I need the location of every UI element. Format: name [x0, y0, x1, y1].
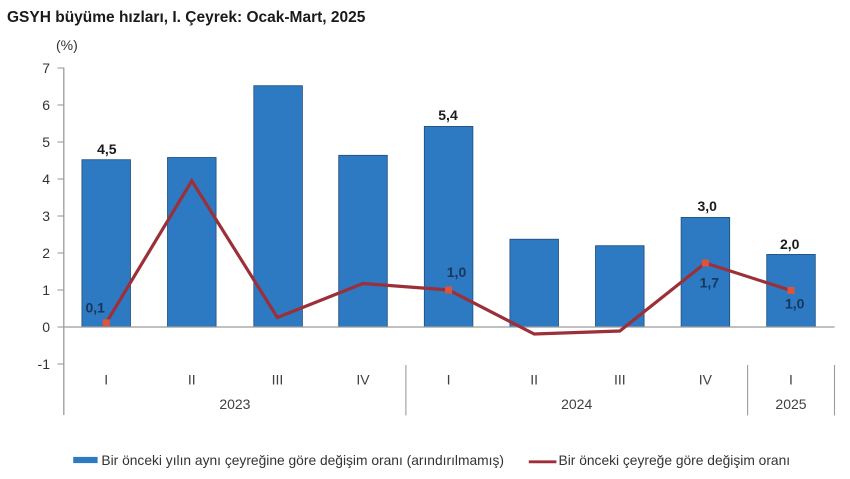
svg-text:2023: 2023 [219, 396, 250, 412]
svg-text:1,0: 1,0 [785, 295, 805, 311]
svg-text:1,7: 1,7 [700, 275, 720, 291]
svg-text:I: I [447, 372, 451, 388]
svg-text:I: I [104, 372, 108, 388]
svg-text:2: 2 [42, 245, 50, 261]
svg-text:1: 1 [42, 282, 50, 298]
svg-text:1,0: 1,0 [447, 264, 467, 280]
svg-text:-1: -1 [38, 356, 51, 372]
svg-text:4: 4 [42, 171, 50, 187]
svg-text:3,0: 3,0 [697, 198, 717, 214]
svg-text:3: 3 [42, 208, 50, 224]
svg-text:(%): (%) [56, 37, 78, 53]
svg-text:III: III [272, 372, 284, 388]
svg-text:4,5: 4,5 [97, 141, 117, 157]
svg-text:II: II [530, 372, 538, 388]
svg-text:Bir önceki çeyreğe göre değişi: Bir önceki çeyreğe göre değişim oranı [559, 453, 791, 468]
svg-text:6: 6 [42, 97, 50, 113]
svg-text:2,0: 2,0 [780, 236, 800, 252]
svg-text:5,4: 5,4 [438, 107, 458, 123]
svg-text:2025: 2025 [775, 396, 806, 412]
svg-text:IV: IV [356, 372, 370, 388]
svg-text:2024: 2024 [561, 396, 592, 412]
svg-text:5: 5 [42, 134, 50, 150]
svg-text:Bir önceki yılın aynı çeyreğin: Bir önceki yılın aynı çeyreğine göre değ… [101, 453, 504, 468]
svg-text:7: 7 [42, 60, 50, 76]
svg-text:IV: IV [699, 372, 713, 388]
svg-text:0: 0 [42, 319, 50, 335]
svg-text:II: II [188, 372, 196, 388]
svg-text:0,1: 0,1 [85, 299, 105, 315]
svg-text:I: I [789, 372, 793, 388]
svg-text:GSYH büyüme hızları, I. Çeyrek: GSYH büyüme hızları, I. Çeyrek: Ocak-Mar… [7, 9, 366, 26]
svg-text:III: III [614, 372, 626, 388]
